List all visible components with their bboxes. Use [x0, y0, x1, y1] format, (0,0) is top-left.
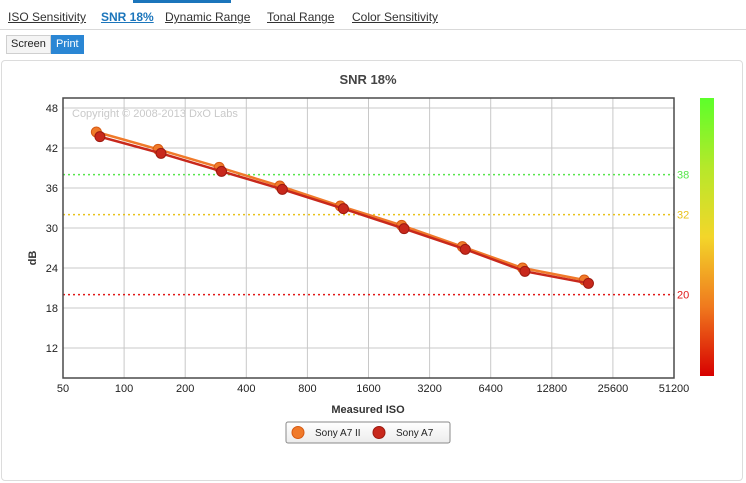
color-scale-bar [700, 98, 714, 376]
y-tick-label: 12 [46, 343, 58, 355]
data-point[interactable] [94, 131, 106, 143]
legend-marker [372, 426, 386, 439]
active-tab-indicator [133, 0, 231, 3]
plot-frame [62, 97, 675, 379]
print-toggle-button[interactable]: Print [51, 35, 84, 54]
y-tick-label: 48 [46, 103, 58, 115]
data-point[interactable] [337, 203, 349, 215]
x-tick-label: 25600 [598, 383, 629, 395]
data-point[interactable] [216, 165, 228, 177]
data-point[interactable] [582, 277, 594, 289]
y-axis-label: dB [27, 251, 39, 266]
legend-marker [291, 426, 305, 439]
x-tick-label: 800 [298, 383, 316, 395]
x-tick-label: 400 [237, 383, 255, 395]
legend-box [285, 421, 451, 444]
x-axis-ticks: 50 100 200 400 800 1600 3200 6400 12800 25600 5120… [57, 383, 689, 395]
legend-label[interactable]: Sony A7 [396, 428, 434, 439]
data-point[interactable] [519, 265, 531, 277]
legend-label[interactable]: Sony A7 II [315, 428, 361, 439]
watermark-text: Copyright © 2008-2013 DxO Labs [72, 108, 238, 120]
chart-panel [1, 60, 743, 481]
data-point[interactable] [459, 243, 471, 255]
y-tick-label: 24 [46, 263, 58, 275]
tab-iso-sensitivity[interactable]: ISO Sensitivity [8, 10, 87, 24]
x-axis-label: Measured ISO [331, 404, 405, 416]
x-tick-label: 51200 [659, 383, 690, 395]
data-point[interactable] [276, 183, 288, 195]
tab-snr-18[interactable]: SNR 18% [101, 10, 154, 24]
x-tick-label: 100 [115, 383, 133, 395]
reference-lines: 38 32 20 [63, 170, 689, 302]
y-tick-label: 42 [46, 143, 58, 155]
x-tick-label: 200 [176, 383, 194, 395]
reference-line-label: 38 [677, 170, 689, 182]
screen-toggle-button[interactable]: Screen [6, 35, 51, 54]
tab-dynamic-range[interactable]: Dynamic Range [165, 10, 251, 24]
tab-tonal-range[interactable]: Tonal Range [267, 10, 335, 24]
grid [63, 98, 674, 378]
reference-line-label: 32 [677, 210, 689, 222]
legend: Sony A7 II Sony A7 [285, 421, 451, 444]
data-point[interactable] [398, 223, 410, 235]
data-point[interactable] [155, 147, 167, 159]
y-tick-label: 18 [46, 303, 58, 315]
x-tick-label: 3200 [417, 383, 441, 395]
tab-bar: ISO Sensitivity SNR 18% Dynamic Range To… [0, 0, 746, 30]
reference-line-label: 20 [677, 290, 689, 302]
tab-color-sensitivity[interactable]: Color Sensitivity [352, 10, 439, 24]
x-tick-label: 12800 [537, 383, 568, 395]
y-tick-label: 30 [46, 223, 58, 235]
series-group [90, 126, 594, 289]
chart-title: SNR 18% [339, 72, 397, 87]
y-tick-label: 36 [46, 183, 58, 195]
y-axis-ticks: 12 18 24 30 36 42 48 [46, 103, 58, 355]
x-tick-label: 1600 [356, 383, 380, 395]
x-tick-label: 6400 [478, 383, 502, 395]
x-tick-label: 50 [57, 383, 69, 395]
